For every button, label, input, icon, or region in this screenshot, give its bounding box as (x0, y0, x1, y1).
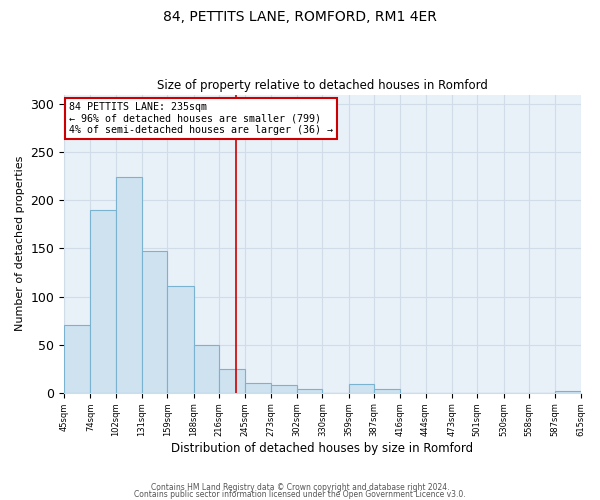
Bar (245, 383, 271, 392)
Bar (64, 326, 91, 392)
Bar (297, 389, 322, 392)
Text: Contains HM Land Registry data © Crown copyright and database right 2024.: Contains HM Land Registry data © Crown c… (151, 484, 449, 492)
Text: 84 PETTITS LANE: 235sqm
← 96% of detached houses are smaller (799)
4% of semi-de: 84 PETTITS LANE: 235sqm ← 96% of detache… (70, 102, 334, 135)
Text: 84, PETTITS LANE, ROMFORD, RM1 4ER: 84, PETTITS LANE, ROMFORD, RM1 4ER (163, 10, 437, 24)
Y-axis label: Number of detached properties: Number of detached properties (15, 156, 25, 332)
Bar (167, 286, 194, 393)
Bar (374, 389, 400, 392)
Bar (91, 210, 116, 392)
X-axis label: Distribution of detached houses by size in Romford: Distribution of detached houses by size … (171, 442, 473, 455)
Bar (116, 178, 142, 392)
Title: Size of property relative to detached houses in Romford: Size of property relative to detached ho… (157, 79, 488, 92)
Text: Contains public sector information licensed under the Open Government Licence v3: Contains public sector information licen… (134, 490, 466, 499)
Bar (142, 252, 167, 392)
Bar (349, 384, 374, 392)
Bar (194, 344, 219, 393)
Bar (555, 391, 581, 392)
Bar (219, 368, 245, 392)
Bar (271, 385, 297, 392)
